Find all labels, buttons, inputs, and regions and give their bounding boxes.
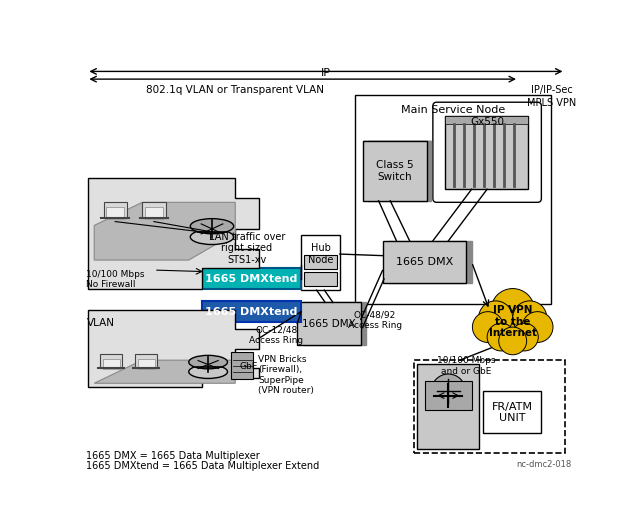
Text: nc-dmc2-018: nc-dmc2-018 xyxy=(516,460,571,469)
Circle shape xyxy=(431,374,465,408)
Text: 802.1q VLAN or Transparent VLAN: 802.1q VLAN or Transparent VLAN xyxy=(146,85,324,95)
Text: LAN traffic over
right sized
STS1-xv: LAN traffic over right sized STS1-xv xyxy=(209,232,285,265)
Text: IP: IP xyxy=(321,67,331,78)
Text: GbE: GbE xyxy=(239,363,257,372)
Bar xyxy=(417,364,480,449)
Circle shape xyxy=(487,323,515,351)
Text: VLAN: VLAN xyxy=(87,318,114,328)
Circle shape xyxy=(513,301,547,335)
Bar xyxy=(135,354,157,368)
Polygon shape xyxy=(302,303,366,345)
Bar xyxy=(144,207,163,219)
Polygon shape xyxy=(388,241,472,283)
Ellipse shape xyxy=(190,229,234,244)
Text: Class 5
Switch: Class 5 Switch xyxy=(376,160,413,182)
Text: Main Service Node: Main Service Node xyxy=(401,105,505,115)
Text: Hub
Node: Hub Node xyxy=(308,243,333,265)
Circle shape xyxy=(473,312,503,342)
Bar xyxy=(413,360,564,452)
Bar xyxy=(143,202,166,218)
Text: 1665 DMXtend: 1665 DMXtend xyxy=(205,273,298,284)
Polygon shape xyxy=(94,202,235,260)
Circle shape xyxy=(491,288,534,332)
Bar xyxy=(100,354,122,368)
Text: FR/ATM
UNIT: FR/ATM UNIT xyxy=(491,402,532,423)
Text: 1665 DMX = 1665 Data Multiplexer: 1665 DMX = 1665 Data Multiplexer xyxy=(87,451,260,461)
Polygon shape xyxy=(94,360,235,383)
Bar xyxy=(444,116,528,189)
Text: 10/100 Mbps
and or GbE: 10/100 Mbps and or GbE xyxy=(437,356,495,376)
Polygon shape xyxy=(368,141,431,201)
Bar xyxy=(304,272,337,286)
Text: 10/100 Mbps
No Firewall: 10/100 Mbps No Firewall xyxy=(87,270,145,289)
Bar xyxy=(103,202,126,218)
Bar xyxy=(202,268,301,289)
Ellipse shape xyxy=(189,365,227,379)
Text: 1665 DMXtend: 1665 DMXtend xyxy=(205,307,298,316)
Text: 1665 DMX: 1665 DMX xyxy=(395,257,453,267)
Ellipse shape xyxy=(190,219,234,234)
Bar xyxy=(231,353,253,380)
Bar xyxy=(444,116,528,124)
Circle shape xyxy=(478,301,513,335)
Text: OC-48/92
Access Ring: OC-48/92 Access Ring xyxy=(348,310,402,330)
Circle shape xyxy=(522,312,553,342)
Bar xyxy=(483,391,541,433)
Bar xyxy=(425,381,472,410)
Circle shape xyxy=(499,327,526,355)
Bar xyxy=(356,95,551,304)
Bar xyxy=(202,301,301,322)
FancyBboxPatch shape xyxy=(433,102,541,202)
Bar xyxy=(297,303,361,345)
Bar xyxy=(301,235,340,290)
Bar xyxy=(304,255,337,269)
Text: VPN Bricks
(Firewall),
SuperPipe
(VPN router): VPN Bricks (Firewall), SuperPipe (VPN ro… xyxy=(259,355,315,395)
Polygon shape xyxy=(88,310,259,387)
Text: IP/IP-Sec
MPLS VPN: IP/IP-Sec MPLS VPN xyxy=(527,85,576,108)
Polygon shape xyxy=(88,178,259,289)
Bar xyxy=(106,207,125,219)
Bar xyxy=(363,141,427,201)
Bar xyxy=(103,358,120,370)
Text: 1665 DMXtend = 1665 Data Multiplexer Extend: 1665 DMXtend = 1665 Data Multiplexer Ext… xyxy=(87,461,320,471)
Ellipse shape xyxy=(189,355,227,369)
Bar xyxy=(137,358,155,370)
Text: Gx550: Gx550 xyxy=(470,117,504,127)
Circle shape xyxy=(510,323,538,351)
Text: IP VPN
to the
Internet: IP VPN to the Internet xyxy=(489,305,537,338)
Bar xyxy=(383,241,466,283)
Text: 1665 DMX: 1665 DMX xyxy=(302,319,356,329)
Text: OC-12/48
Access Ring: OC-12/48 Access Ring xyxy=(249,326,304,345)
